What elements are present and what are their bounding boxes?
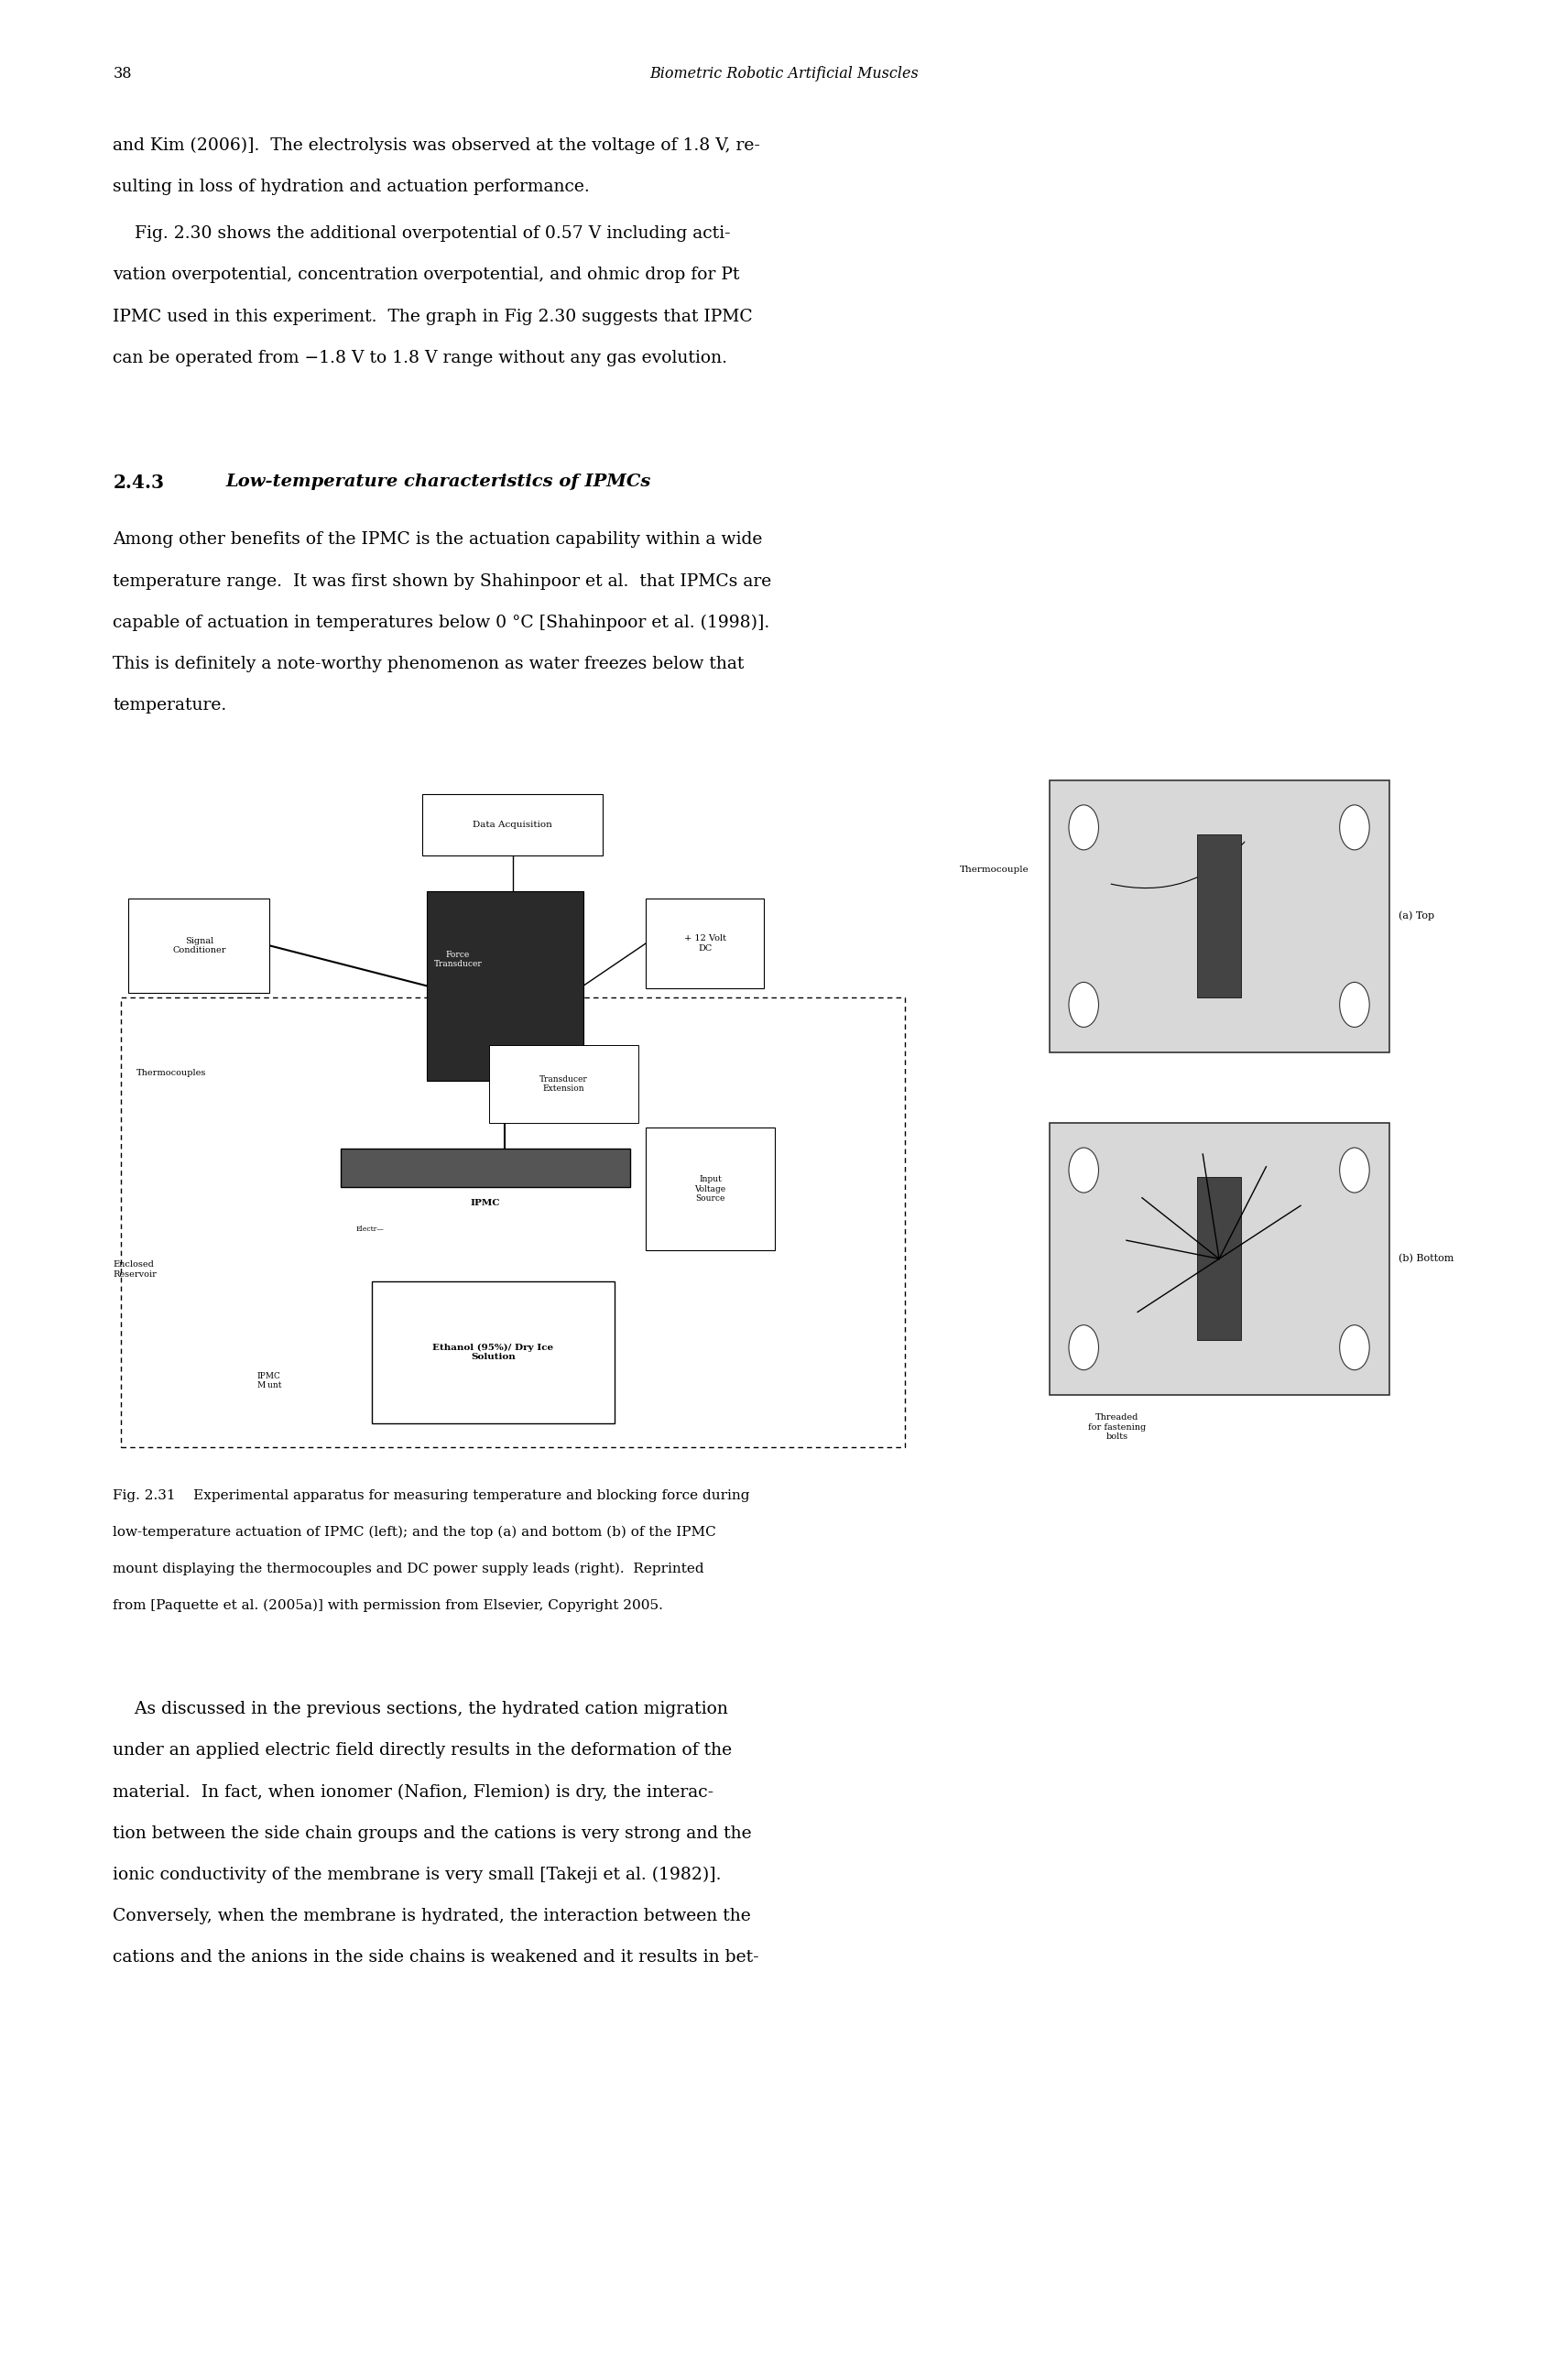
Bar — [1049, 780, 1389, 1052]
Text: This is definitely a note-worthy phenomenon as water freezes below that: This is definitely a note-worthy phenome… — [113, 655, 745, 671]
Text: Fig. 2.31    Experimental apparatus for measuring temperature and blocking force: Fig. 2.31 Experimental apparatus for mea… — [113, 1489, 750, 1501]
Text: and Kim (2006)].  The electrolysis was observed at the voltage of 1.8 V, re-: and Kim (2006)]. The electrolysis was ob… — [113, 137, 760, 154]
Text: (b) Bottom: (b) Bottom — [1399, 1255, 1454, 1262]
Text: can be operated from −1.8 V to 1.8 V range without any gas evolution.: can be operated from −1.8 V to 1.8 V ran… — [113, 350, 728, 366]
Bar — [426, 891, 583, 1080]
Text: Force
Transducer: Force Transducer — [434, 950, 481, 969]
Bar — [340, 1149, 630, 1187]
Text: Conversely, when the membrane is hydrated, the interaction between the: Conversely, when the membrane is hydrate… — [113, 1908, 751, 1924]
Text: IPMC
M unt: IPMC M unt — [257, 1371, 281, 1390]
Text: mount displaying the thermocouples and DC power supply leads (right).  Reprinted: mount displaying the thermocouples and D… — [113, 1563, 704, 1574]
Circle shape — [1069, 1147, 1099, 1191]
Text: Fig. 2.30 shows the additional overpotential of 0.57 V including acti-: Fig. 2.30 shows the additional overpoten… — [113, 225, 731, 241]
Circle shape — [1339, 1324, 1369, 1369]
Bar — [372, 1281, 615, 1423]
Text: + 12 Volt
DC: + 12 Volt DC — [684, 934, 726, 953]
Text: Among other benefits of the IPMC is the actuation capability within a wide: Among other benefits of the IPMC is the … — [113, 532, 762, 548]
Text: material.  In fact, when ionomer (Nafion, Flemion) is dry, the interac-: material. In fact, when ionomer (Nafion,… — [113, 1785, 713, 1801]
Bar — [1049, 1123, 1389, 1395]
Text: IPMC: IPMC — [470, 1199, 500, 1206]
Text: Ethanol (95%)/ Dry Ice
Solution: Ethanol (95%)/ Dry Ice Solution — [433, 1343, 554, 1362]
Circle shape — [1069, 981, 1099, 1026]
Text: Biometric Robotic Artificial Muscles: Biometric Robotic Artificial Muscles — [649, 66, 919, 83]
Text: Input
Voltage
Source: Input Voltage Source — [695, 1175, 726, 1203]
Text: Data Acquisition: Data Acquisition — [474, 820, 552, 830]
Text: 2.4.3: 2.4.3 — [113, 473, 165, 492]
Text: cations and the anions in the side chains is weakened and it results in bet-: cations and the anions in the side chain… — [113, 1950, 759, 1967]
Text: As discussed in the previous sections, the hydrated cation migration: As discussed in the previous sections, t… — [113, 1702, 728, 1719]
Text: (a) Top: (a) Top — [1399, 910, 1435, 922]
Bar — [489, 1045, 638, 1123]
Text: Threaded
for fastening
bolts: Threaded for fastening bolts — [1088, 1414, 1146, 1442]
Bar — [422, 794, 602, 856]
Bar — [121, 998, 905, 1447]
Text: from [Paquette et al. (2005a)] with permission from Elsevier, Copyright 2005.: from [Paquette et al. (2005a)] with perm… — [113, 1598, 663, 1612]
Text: temperature.: temperature. — [113, 697, 227, 714]
Bar — [1198, 1177, 1242, 1340]
Text: Thermocouples: Thermocouples — [136, 1069, 207, 1078]
Text: Enclosed
Reservoir: Enclosed Reservoir — [113, 1260, 157, 1279]
Text: ionic conductivity of the membrane is very small [Takeji et al. (1982)].: ionic conductivity of the membrane is ve… — [113, 1868, 721, 1884]
Text: vation overpotential, concentration overpotential, and ohmic drop for Pt: vation overpotential, concentration over… — [113, 267, 740, 284]
Bar — [1198, 834, 1242, 998]
Text: capable of actuation in temperatures below 0 °C [Shahinpoor et al. (1998)].: capable of actuation in temperatures bel… — [113, 615, 770, 631]
Circle shape — [1069, 1324, 1099, 1369]
Text: Low-temperature characteristics of IPMCs: Low-temperature characteristics of IPMCs — [226, 473, 651, 489]
Bar — [646, 1128, 775, 1251]
Text: Thermocouple: Thermocouple — [960, 865, 1029, 875]
Text: under an applied electric field directly results in the deformation of the: under an applied electric field directly… — [113, 1742, 732, 1759]
Text: Electr—: Electr— — [356, 1225, 384, 1234]
Circle shape — [1339, 1147, 1369, 1191]
Text: low-temperature actuation of IPMC (left); and the top (a) and bottom (b) of the : low-temperature actuation of IPMC (left)… — [113, 1525, 717, 1539]
Text: Transducer
Extension: Transducer Extension — [539, 1076, 588, 1092]
Circle shape — [1339, 804, 1369, 849]
Bar — [646, 898, 764, 988]
Text: IPMC used in this experiment.  The graph in Fig 2.30 suggests that IPMC: IPMC used in this experiment. The graph … — [113, 307, 753, 324]
Circle shape — [1339, 981, 1369, 1026]
Bar — [129, 898, 270, 993]
Circle shape — [1069, 804, 1099, 849]
Text: tion between the side chain groups and the cations is very strong and the: tion between the side chain groups and t… — [113, 1825, 751, 1842]
Text: sulting in loss of hydration and actuation performance.: sulting in loss of hydration and actuati… — [113, 177, 590, 194]
Text: 38: 38 — [113, 66, 132, 83]
Text: Signal
Conditioner: Signal Conditioner — [172, 936, 226, 955]
Text: temperature range.  It was first shown by Shahinpoor et al.  that IPMCs are: temperature range. It was first shown by… — [113, 572, 771, 589]
